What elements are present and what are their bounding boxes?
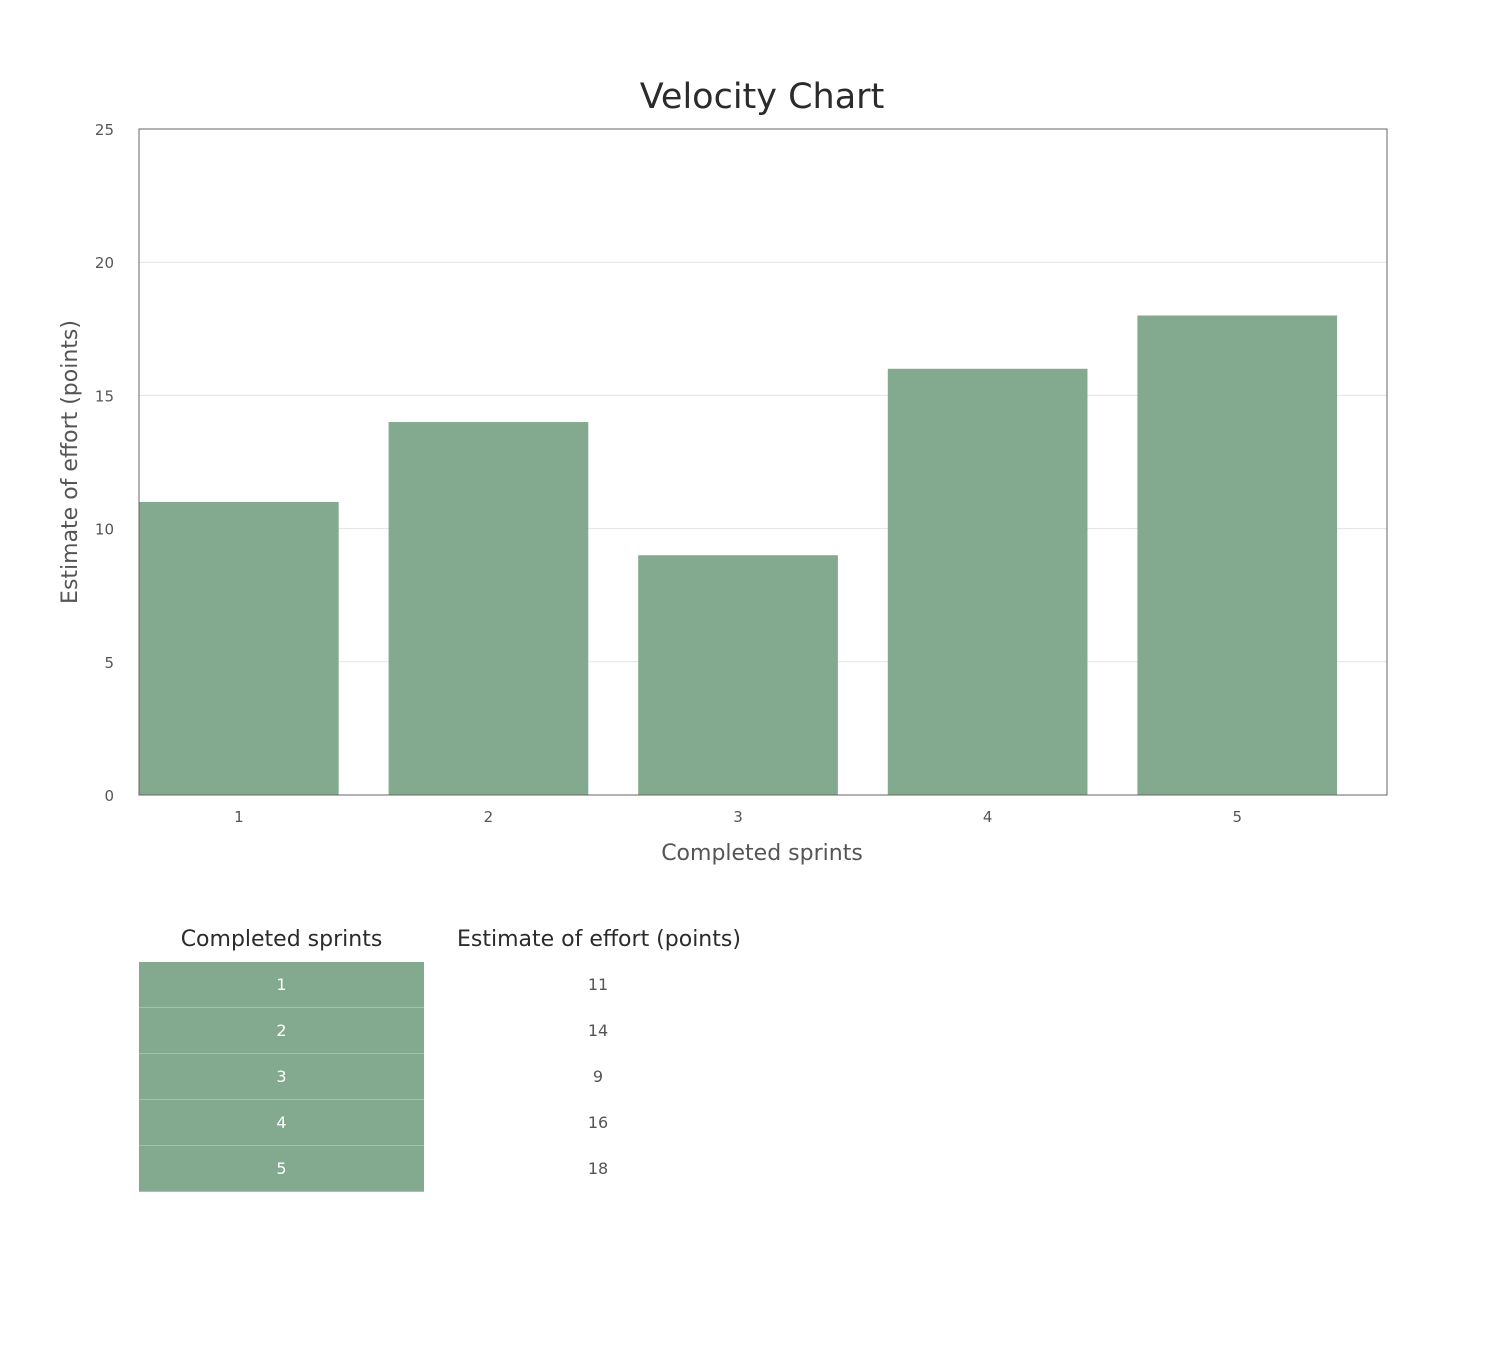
bar-sprint-2 — [388, 422, 589, 795]
effort-cell: 11 — [587, 975, 609, 994]
sprint-cell: 1 — [139, 962, 424, 1008]
x-tick-label: 5 — [1232, 808, 1242, 826]
sprint-cell: 3 — [139, 1054, 424, 1100]
velocity-chart: Velocity Chart 0 5 10 15 20 25 1 2 3 4 5 Complete… — [58, 77, 1388, 866]
y-tick-label: 15 — [95, 387, 114, 405]
y-tick-labels: 0 5 10 15 20 25 — [95, 121, 114, 805]
bars — [139, 315, 1338, 795]
chart-title: Velocity Chart — [640, 77, 885, 117]
sprint-cell: 2 — [139, 1008, 424, 1054]
effort-cell: 9 — [592, 1067, 604, 1086]
bar-sprint-1 — [139, 501, 339, 795]
bar-sprint-5 — [1137, 315, 1338, 795]
y-tick-label: 10 — [95, 521, 114, 539]
x-tick-label: 4 — [983, 808, 993, 826]
x-tick-label: 2 — [484, 808, 494, 826]
y-tick-label: 0 — [104, 787, 114, 805]
sprint-cell: 5 — [139, 1146, 424, 1192]
plot-frame — [138, 128, 1388, 796]
table-header-sprints: Completed sprints — [180, 927, 383, 952]
sprint-cell: 4 — [139, 1100, 424, 1146]
x-axis-label: Completed sprints — [661, 841, 863, 866]
y-tick-label: 25 — [95, 121, 114, 139]
y-tick-label: 5 — [104, 654, 114, 672]
effort-cell: 14 — [587, 1021, 609, 1040]
bar-sprint-3 — [638, 555, 838, 795]
y-axis-label: Estimate of effort (points) — [58, 320, 83, 604]
bar-sprint-4 — [887, 368, 1088, 795]
effort-cell: 18 — [587, 1159, 609, 1178]
table-header-effort: Estimate of effort (points) — [457, 927, 741, 952]
y-tick-label: 20 — [95, 254, 114, 272]
effort-cell: 16 — [587, 1113, 609, 1132]
x-tick-label: 3 — [733, 808, 743, 826]
x-tick-labels: 1 2 3 4 5 — [234, 808, 1242, 826]
x-tick-label: 1 — [234, 808, 244, 826]
